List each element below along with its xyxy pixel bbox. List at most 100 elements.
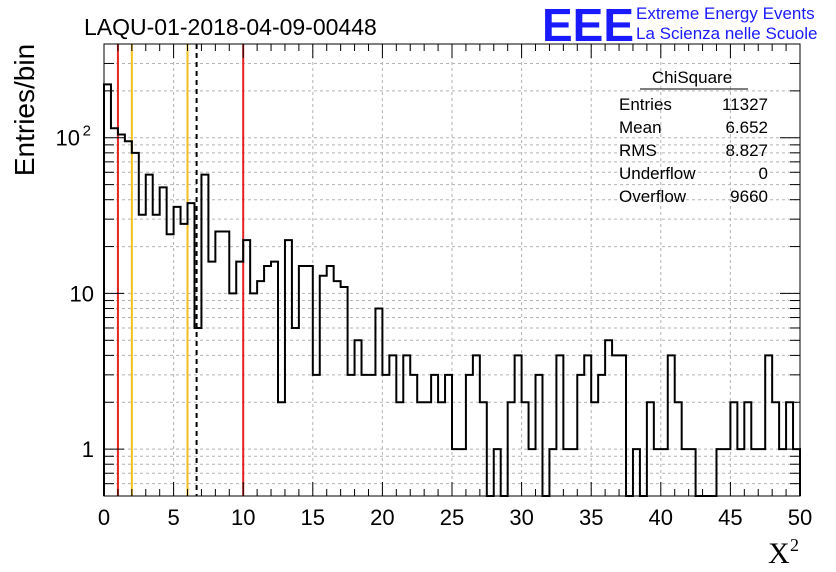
histogram-bin <box>104 84 111 496</box>
histogram-bin <box>229 293 236 496</box>
histogram-bin <box>431 375 438 496</box>
histogram-bin <box>257 281 264 496</box>
histogram-bin <box>723 449 730 496</box>
histogram-bin <box>313 375 320 496</box>
x-tick-label: 10 <box>231 505 255 530</box>
histogram-bin <box>584 355 591 496</box>
histogram-bin <box>536 375 543 496</box>
histogram-bin <box>459 449 466 496</box>
histogram-bin <box>619 355 626 496</box>
histogram-bin <box>264 266 271 496</box>
x-tick-label: 50 <box>788 505 812 530</box>
histogram-bin <box>730 402 737 496</box>
histogram-bin <box>494 449 501 496</box>
y-axis-label: Entries/bin <box>9 44 40 176</box>
histogram-bin <box>529 449 536 496</box>
histogram-bin <box>327 266 334 496</box>
histogram-bin <box>292 328 299 496</box>
histogram-outline <box>103 83 801 497</box>
histogram-bin <box>368 375 375 496</box>
histogram-bin <box>188 203 195 496</box>
histogram-bin <box>522 402 529 496</box>
histogram-bin <box>278 402 285 496</box>
histogram-bin <box>737 449 744 496</box>
histogram-bin <box>174 207 181 496</box>
histogram-bin <box>111 128 118 496</box>
histogram-bin <box>647 402 654 496</box>
histogram-bin <box>160 187 167 496</box>
histogram-bin <box>146 175 153 496</box>
y-tick-label: 10 <box>70 281 94 306</box>
axis-ticks <box>103 43 801 497</box>
histogram-bin <box>716 449 723 496</box>
histogram-bin <box>194 328 201 496</box>
stats-value-entries: 11327 <box>722 95 768 114</box>
histogram-bin <box>612 355 619 496</box>
histogram-bin <box>438 402 445 496</box>
x-tick-label: 25 <box>440 505 464 530</box>
histogram-bin <box>689 449 696 496</box>
histogram-bin <box>675 402 682 496</box>
histogram-bin <box>132 153 139 496</box>
histogram-bin <box>382 375 389 496</box>
histogram-bin <box>480 402 487 496</box>
histogram-bin <box>410 375 417 496</box>
x-tick-label: 15 <box>301 505 325 530</box>
logo-line-2: La Scienza nelle Scuole <box>636 24 817 43</box>
histogram-bin <box>508 402 515 496</box>
y-tick-label-exponent: 2 <box>83 123 91 140</box>
histogram-bin <box>445 375 452 496</box>
histogram-bin <box>348 375 355 496</box>
histogram-bin <box>396 402 403 496</box>
stats-value-rms: 8.827 <box>725 141 768 160</box>
histogram-bin <box>341 287 348 496</box>
histogram-bin <box>285 240 292 496</box>
x-tick-label: 30 <box>509 505 533 530</box>
histogram-bin <box>299 266 306 496</box>
histogram-bin <box>153 215 160 496</box>
stats-value-mean: 6.652 <box>725 118 768 137</box>
histogram-bin <box>125 141 132 496</box>
y-tick-label: 1 <box>82 437 94 462</box>
histogram-bin <box>306 266 313 496</box>
histogram-bin <box>779 449 786 496</box>
histogram-bin <box>563 449 570 496</box>
histogram-bin <box>250 293 257 496</box>
histogram-bin <box>181 224 188 496</box>
stats-value-overflow: 9660 <box>730 187 768 206</box>
histogram-bin <box>758 449 765 496</box>
histogram-bin <box>243 240 250 496</box>
histogram-bin <box>118 134 125 496</box>
histogram-bin <box>570 449 577 496</box>
histogram-bin <box>355 340 362 496</box>
histogram-bin <box>744 402 751 496</box>
histogram-bin <box>167 234 174 496</box>
histogram-bin <box>215 231 222 496</box>
header: LAQU-01-2018-04-09-00448 EEE Extreme Ene… <box>84 0 817 51</box>
x-tick-label: 5 <box>167 505 179 530</box>
histogram-bin <box>362 375 369 496</box>
eee-logo: EEE <box>542 0 634 51</box>
plot-title: LAQU-01-2018-04-09-00448 <box>84 14 377 40</box>
histogram-bin <box>334 281 341 496</box>
axis-labels: Entries/bin X 2 <box>9 44 799 570</box>
x-tick-label: 45 <box>718 505 742 530</box>
histogram-bin <box>772 402 779 496</box>
y-tick-label: 10 <box>56 126 80 151</box>
histogram-bin <box>424 402 431 496</box>
reference-lines <box>116 44 245 496</box>
x-axis-label: X <box>768 537 790 570</box>
histogram-bin <box>473 355 480 496</box>
stats-label-rms: RMS <box>619 141 657 160</box>
x-tick-label: 40 <box>649 505 673 530</box>
x-tick-label: 20 <box>370 505 394 530</box>
histogram-bin <box>466 375 473 496</box>
histogram-bin <box>417 402 424 496</box>
histogram-bin <box>556 355 563 496</box>
histogram-bin <box>139 215 146 496</box>
histogram-bin <box>751 449 758 496</box>
stats-label-overflow: Overflow <box>619 187 687 206</box>
histogram-bin <box>591 402 598 496</box>
stats-label-entries: Entries <box>619 95 672 114</box>
